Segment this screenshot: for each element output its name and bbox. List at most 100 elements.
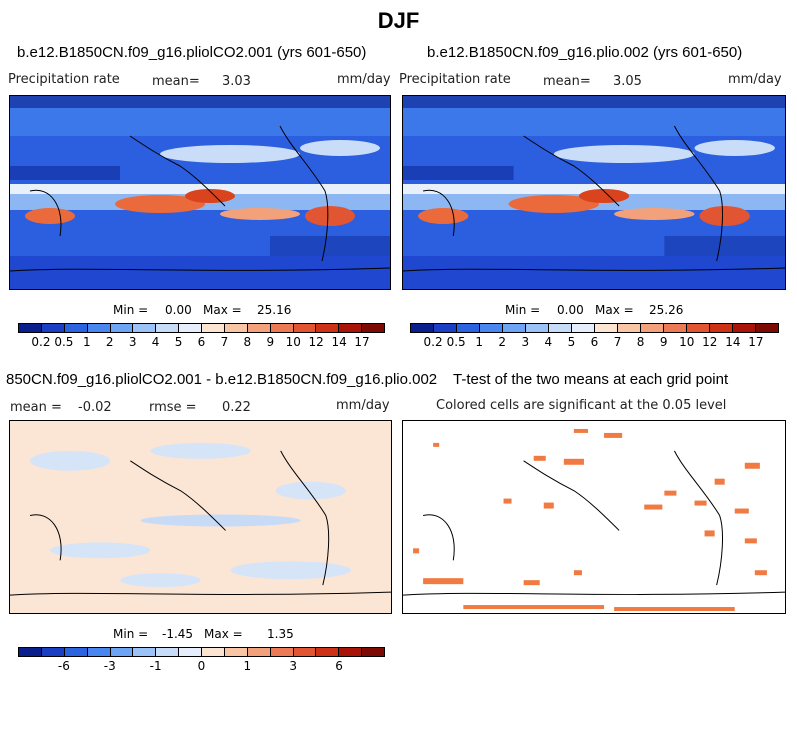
colorbar-tick-label: 1 [243, 659, 252, 673]
colorbar-segment [339, 648, 363, 656]
bottom-right-ttest-map [402, 420, 786, 614]
colorbar-tick-label: 9 [659, 335, 668, 349]
precip-map-graphic-right [403, 96, 785, 289]
colorbar-segment [526, 324, 549, 332]
colorbar-tick-label: -1 [149, 659, 162, 673]
colorbar-segment [480, 324, 503, 332]
ttest-map-graphic [403, 421, 785, 613]
top-left-colorbar-ticks: 0.2 0.5 1 2 3 4 5 6 7 8 9 10 12 14 17 [18, 335, 385, 351]
colorbar-tick-label: 2 [105, 335, 114, 349]
colorbar-tick-label: 4 [151, 335, 160, 349]
bottom-left-rmse-value: 0.22 [222, 400, 251, 415]
bottom-left-mean-value: -0.02 [78, 400, 112, 415]
colorbar-segment [572, 324, 595, 332]
top-right-mean-label: mean= [543, 74, 591, 89]
colorbar-segment [316, 324, 340, 332]
colorbar-tick-label: 10 [679, 335, 695, 349]
colorbar-segment [293, 648, 317, 656]
bottom-left-colorbar [18, 647, 385, 657]
colorbar-tick-label: 4 [544, 335, 553, 349]
colorbar-segment [641, 324, 664, 332]
colorbar-tick-label: 6 [590, 335, 599, 349]
colorbar-tick-label: 17 [748, 335, 764, 349]
colorbar-tick-label: 1 [475, 335, 484, 349]
bottom-left-max-value: 1.35 [267, 627, 294, 641]
top-left-precip-map [9, 95, 391, 290]
colorbar-segment [270, 324, 294, 332]
top-left-min-label: Min = [113, 303, 149, 317]
bottom-left-max-label: Max = [204, 627, 243, 641]
bottom-right-case-title: T-test of the two means at each grid poi… [453, 371, 729, 388]
top-left-colorbar [18, 323, 385, 333]
figure-title: DJF [377, 8, 420, 33]
colorbar-tick-label: 9 [266, 335, 275, 349]
colorbar-segment [733, 324, 756, 332]
top-left-max-value: 25.16 [257, 303, 292, 317]
colorbar-tick-label: 14 [725, 335, 741, 349]
colorbar-tick-label: 6 [335, 659, 343, 673]
colorbar-segment [156, 324, 180, 332]
colorbar-segment [179, 648, 202, 656]
colorbar-tick-label: 5 [174, 335, 183, 349]
colorbar-segment [133, 324, 157, 332]
colorbar-segment [19, 648, 42, 656]
colorbar-segment [595, 324, 618, 332]
colorbar-tick-label: 0.2 [31, 335, 51, 349]
colorbar-segment [411, 324, 434, 332]
colorbar-segment [362, 648, 384, 656]
colorbar-tick-label: 12 [702, 335, 718, 349]
colorbar-tick-label: 3 [521, 335, 530, 349]
bottom-left-mean-label: mean = [10, 400, 62, 415]
colorbar-segment [756, 324, 778, 332]
top-left-mean-label: mean= [152, 74, 200, 89]
top-left-mean-value: 3.03 [222, 74, 251, 89]
colorbar-segment [270, 648, 294, 656]
colorbar-segment [133, 648, 157, 656]
top-left-variable: Precipitation rate [8, 72, 120, 87]
top-left-min-value: 0.00 [165, 303, 192, 317]
colorbar-tick-label: 8 [243, 335, 252, 349]
top-right-units: mm/day [728, 72, 782, 87]
top-right-variable: Precipitation rate [399, 72, 511, 87]
colorbar-segment [41, 324, 65, 332]
top-left-case-title: b.e12.B1850CN.f09_g16.pliolCO2.001 (yrs … [17, 44, 367, 61]
colorbar-segment [618, 324, 641, 332]
bottom-left-units: mm/day [336, 398, 390, 413]
colorbar-tick-label: 7 [613, 335, 622, 349]
colorbar-tick-label: 7 [220, 335, 229, 349]
colorbar-segment [202, 324, 225, 332]
top-right-colorbar-ticks: 0.2 0.5 1 2 3 4 5 6 7 8 9 10 12 14 17 [410, 335, 779, 351]
top-right-min-label: Min = [505, 303, 541, 317]
colorbar-segment [247, 324, 271, 332]
colorbar-segment [316, 648, 340, 656]
colorbar-segment [247, 648, 271, 656]
colorbar-tick-label: 0.2 [423, 335, 443, 349]
colorbar-tick-label: 10 [285, 335, 301, 349]
colorbar-tick-label: 6 [197, 335, 206, 349]
colorbar-segment [549, 324, 572, 332]
colorbar-segment [664, 324, 687, 332]
top-left-units: mm/day [337, 72, 391, 87]
colorbar-segment [362, 324, 384, 332]
colorbar-segment [224, 324, 248, 332]
top-right-colorbar [410, 323, 779, 333]
bottom-left-colorbar-ticks: -6 -3 -1 0 1 3 6 [18, 659, 385, 675]
colorbar-segment [224, 648, 248, 656]
diff-map-graphic [10, 421, 391, 613]
colorbar-segment [87, 648, 111, 656]
top-right-precip-map [402, 95, 786, 290]
precip-map-graphic-left [10, 96, 390, 289]
colorbar-segment [293, 324, 317, 332]
colorbar-tick-label: 0.5 [54, 335, 74, 349]
top-left-max-label: Max = [203, 303, 242, 317]
colorbar-segment [64, 324, 88, 332]
colorbar-segment [339, 324, 363, 332]
colorbar-segment [19, 324, 42, 332]
colorbar-tick-label: 3 [128, 335, 137, 349]
colorbar-segment [156, 648, 180, 656]
colorbar-tick-label: 17 [354, 335, 370, 349]
colorbar-tick-label: 0 [197, 659, 206, 673]
bottom-left-min-value: -1.45 [162, 627, 194, 641]
top-right-mean-value: 3.05 [613, 74, 642, 89]
top-right-case-title: b.e12.B1850CN.f09_g16.plio.002 (yrs 601-… [427, 44, 743, 61]
